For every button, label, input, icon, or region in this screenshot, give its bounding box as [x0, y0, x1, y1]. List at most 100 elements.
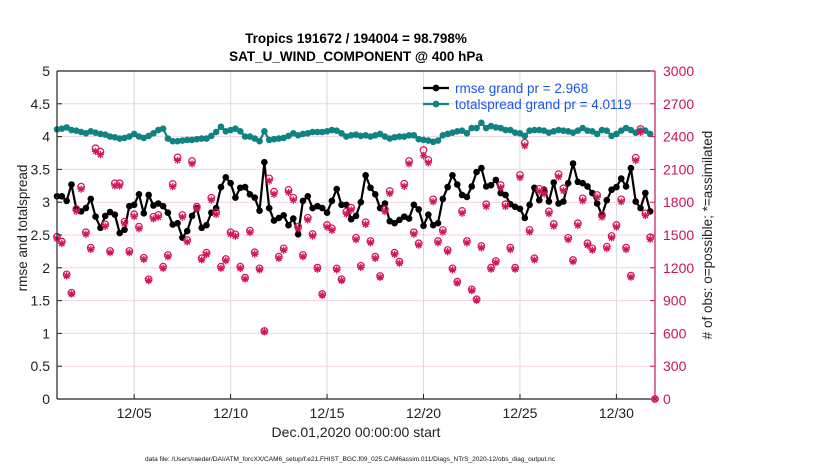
rmse-point: [434, 219, 442, 227]
totalspread-point: [188, 136, 196, 144]
rmse-point: [265, 204, 273, 212]
obs-assimilated-point: [169, 183, 177, 191]
obs-assimilated-point: [588, 246, 596, 254]
legend-totalspread-label: totalspread grand pr = 4.0119: [455, 97, 632, 112]
obs-assimilated-point: [101, 222, 109, 230]
obs-assimilated-point: [492, 259, 500, 267]
rmse-point: [642, 189, 649, 197]
totalspread-point: [420, 136, 427, 144]
rmse-point: [444, 183, 451, 191]
rmse-point: [140, 210, 148, 217]
left-tick-label: 0.5: [31, 358, 51, 374]
rmse-point: [63, 197, 70, 205]
right-tick-label: 2100: [663, 161, 694, 177]
rmse-point: [241, 183, 249, 191]
obs-assimilated-point: [439, 228, 447, 236]
totalspread-point: [458, 127, 466, 134]
x-tick-label: 12/25: [502, 405, 537, 421]
obs-assimilated-point: [410, 230, 418, 238]
totalspread-point: [275, 135, 283, 142]
left-tick-label: 2: [42, 260, 50, 276]
obs-assimilated-point: [477, 244, 485, 252]
legend: rmse grand pr = 2.968 totalspread grand …: [423, 81, 632, 112]
rmse-point: [608, 186, 615, 194]
obs-assimilated-point: [246, 228, 254, 237]
rmse-point: [58, 192, 66, 200]
obs-assimilated-point: [77, 185, 85, 193]
rmse-point: [270, 217, 278, 224]
totalspread-point: [174, 137, 181, 145]
totalspread-point: [434, 137, 442, 144]
rmse-point: [415, 206, 422, 213]
obs-assimilated-point: [72, 207, 80, 215]
obs-assimilated-point: [516, 174, 524, 182]
rmse-point: [217, 183, 225, 191]
totalspread-point: [179, 137, 186, 144]
rmse-point: [362, 172, 369, 179]
rmse-point: [154, 200, 162, 207]
totalspread-point: [593, 130, 601, 138]
totalspread-point: [415, 135, 422, 143]
rmse-point: [420, 222, 427, 230]
obs-assimilated-point: [323, 223, 331, 231]
obs-assimilated-point: [183, 238, 191, 246]
totalspread-point: [328, 126, 336, 134]
totalspread-point: [261, 128, 268, 135]
obs-assimilated-point: [386, 189, 394, 198]
totalspread-point: [603, 127, 611, 134]
totalspread-point: [410, 131, 418, 139]
totalspread-point: [579, 124, 586, 132]
obs-assimilated-point: [284, 188, 293, 197]
rmse-point: [236, 184, 244, 192]
rmse-point: [101, 212, 109, 220]
obs-assimilated-point: [487, 265, 495, 273]
right-tick-label: 1500: [663, 227, 694, 243]
obs-assimilated-point: [333, 266, 341, 274]
left-tick-label: 4.5: [31, 96, 51, 112]
totalspread-point: [314, 128, 321, 136]
rmse-point: [593, 200, 601, 207]
right-tick-label: 3000: [663, 63, 694, 79]
obs-assimilated-point: [227, 230, 235, 238]
totalspread-point: [203, 135, 210, 142]
x-tick-label: 12/10: [213, 405, 248, 421]
obs-assimilated-point: [357, 263, 365, 271]
obs-assimilated-point: [96, 151, 105, 159]
totalspread-point: [492, 124, 500, 131]
obs-assimilated-point: [559, 187, 567, 195]
rmse-point: [333, 185, 341, 193]
totalspread-point: [265, 136, 273, 144]
rmse-point: [371, 191, 379, 198]
obs-assimilated-point: [617, 198, 625, 206]
totalspread-point: [391, 133, 398, 141]
obs-assimilated-point: [125, 249, 133, 257]
obs-assimilated-point: [342, 210, 350, 218]
totalspread-point: [617, 127, 625, 134]
obs-assimilated-point: [313, 265, 322, 273]
totalspread-point: [555, 126, 562, 134]
rmse-point: [246, 191, 254, 198]
obs-assimilated-point: [395, 259, 404, 267]
rmse-point: [203, 221, 210, 229]
rmse-point: [550, 179, 558, 186]
rmse-point: [425, 211, 432, 218]
right-tick-label: 2400: [663, 129, 694, 145]
obs-assimilated-point: [164, 253, 172, 261]
rmse-point: [145, 191, 152, 199]
obs-assimilated-point: [87, 245, 95, 254]
obs-assimilated-point: [299, 253, 307, 261]
rmse-point: [449, 172, 456, 179]
right-tick-label: 1800: [663, 194, 694, 210]
totalspread-point: [511, 129, 519, 136]
obs-assimilated-point: [106, 249, 114, 257]
totalspread-point: [126, 133, 133, 140]
rmse-point: [285, 221, 292, 229]
obs-assimilated-point: [463, 239, 471, 247]
legend-totalspread-marker: [432, 100, 440, 108]
totalspread-point: [473, 124, 480, 132]
obs-assimilated-point: [198, 256, 206, 264]
left-tick-label: 1.5: [31, 293, 51, 309]
obs-assimilated-point: [222, 257, 230, 265]
totalspread-point: [507, 126, 514, 134]
chart-title: Tropics 191672 / 194004 = 98.798%: [245, 31, 467, 46]
